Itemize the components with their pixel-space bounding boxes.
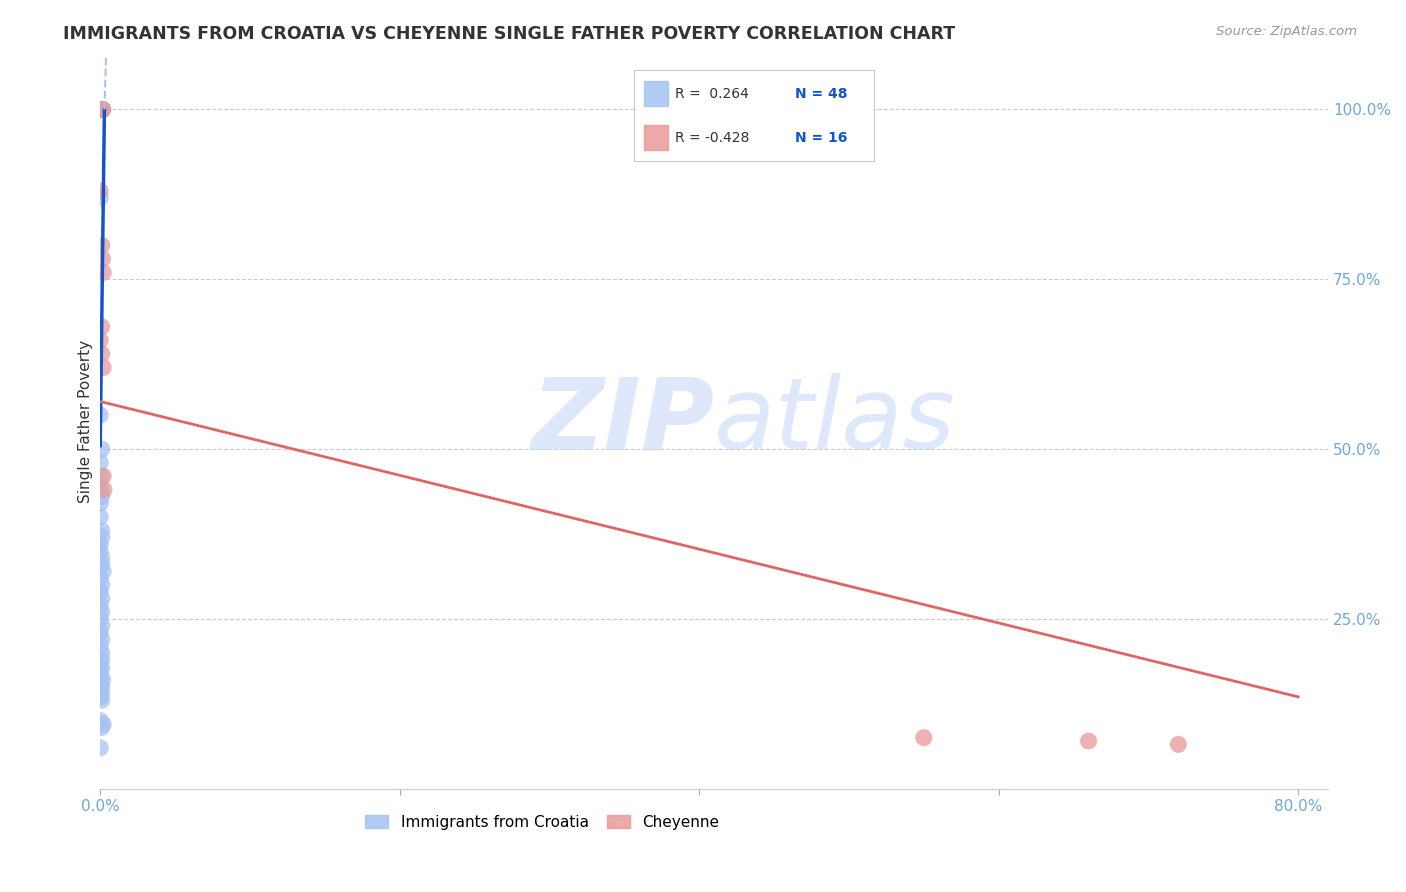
Point	[89, 544, 111, 558]
Point	[90, 490, 112, 504]
Point	[89, 714, 111, 728]
Point	[91, 673, 114, 687]
Point	[91, 103, 114, 117]
Point	[91, 564, 114, 578]
Point	[90, 347, 112, 361]
Point	[91, 469, 114, 483]
Point	[89, 625, 111, 640]
Point	[91, 103, 114, 117]
Point	[89, 639, 111, 653]
Point	[89, 690, 111, 704]
Point	[89, 571, 111, 585]
Point	[89, 184, 111, 198]
Point	[89, 408, 111, 422]
Point	[91, 265, 114, 279]
Point	[90, 319, 112, 334]
Point	[89, 683, 111, 698]
Point	[89, 103, 111, 117]
Point	[90, 530, 112, 544]
Point	[1167, 738, 1189, 752]
Point	[90, 442, 112, 456]
Point	[90, 693, 112, 707]
Point	[90, 578, 112, 592]
Point	[90, 646, 112, 660]
Point	[89, 509, 111, 524]
Text: ZIP: ZIP	[531, 374, 714, 470]
Point	[90, 591, 112, 606]
Point	[91, 103, 114, 117]
Point	[89, 456, 111, 470]
Legend: Immigrants from Croatia, Cheyenne: Immigrants from Croatia, Cheyenne	[360, 809, 725, 836]
Point	[91, 252, 114, 266]
Point	[91, 717, 114, 731]
Point	[1077, 734, 1099, 748]
Point	[912, 731, 935, 745]
Point	[93, 483, 115, 497]
Point	[90, 618, 112, 632]
Point	[89, 676, 111, 690]
Text: IMMIGRANTS FROM CROATIA VS CHEYENNE SINGLE FATHER POVERTY CORRELATION CHART: IMMIGRANTS FROM CROATIA VS CHEYENNE SING…	[63, 25, 956, 43]
Point	[90, 524, 112, 538]
Point	[90, 652, 112, 666]
Point	[91, 360, 114, 375]
Point	[89, 103, 111, 117]
Text: Source: ZipAtlas.com: Source: ZipAtlas.com	[1216, 25, 1357, 38]
Point	[89, 584, 111, 599]
Point	[90, 605, 112, 619]
Text: atlas: atlas	[714, 374, 956, 470]
Point	[90, 669, 112, 683]
Point	[91, 103, 114, 117]
Point	[89, 191, 111, 205]
Point	[90, 558, 112, 572]
Point	[89, 598, 111, 612]
Point	[90, 720, 112, 734]
Point	[89, 537, 111, 551]
Point	[89, 496, 111, 510]
Point	[90, 660, 112, 674]
Point	[90, 469, 112, 483]
Point	[90, 632, 112, 647]
Y-axis label: Single Father Poverty: Single Father Poverty	[79, 340, 93, 503]
Point	[89, 656, 111, 670]
Point	[89, 612, 111, 626]
Point	[90, 238, 112, 252]
Point	[90, 680, 112, 694]
Point	[91, 103, 114, 117]
Point	[89, 334, 111, 348]
Point	[89, 483, 111, 497]
Point	[90, 550, 112, 565]
Point	[89, 665, 111, 679]
Point	[89, 740, 111, 755]
Point	[90, 686, 112, 700]
